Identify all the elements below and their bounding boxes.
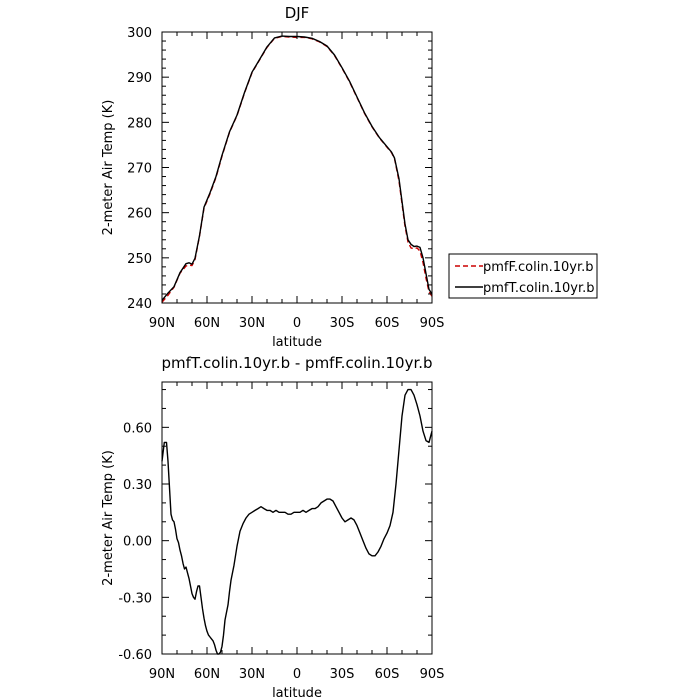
x-tick-label: 60N: [194, 667, 220, 682]
legend-label: pmfT.colin.10yr.b: [483, 281, 595, 296]
y-tick-label: 290: [127, 71, 152, 86]
y-tick-label: 0.30: [123, 478, 152, 493]
y-tick-label: 240: [127, 297, 152, 312]
y-tick-label: 270: [127, 162, 152, 177]
y-axis-label: 2-meter Air Temp (K): [101, 100, 116, 236]
x-tick-label: 0: [293, 667, 301, 682]
y-tick-label: 250: [127, 252, 152, 267]
legend-label: pmfF.colin.10yr.b: [483, 260, 593, 275]
x-axis-label: latitude: [272, 686, 322, 700]
x-tick-label: 0: [293, 316, 301, 331]
x-tick-label: 90N: [149, 667, 175, 682]
series-line-pmfT-colin-10yr-b: [161, 35, 433, 301]
x-tick-label: 90N: [149, 316, 175, 331]
series-line-2: [161, 388, 433, 655]
x-tick-label: 60S: [375, 316, 400, 331]
x-axis-label: latitude: [272, 335, 322, 350]
x-tick-label: 90S: [420, 316, 445, 331]
legend-box: [448, 253, 598, 299]
y-tick-label: 260: [127, 207, 152, 222]
y-tick-label: -0.60: [118, 648, 152, 663]
series-line-pmfF-colin-10yr-b: [161, 35, 433, 303]
x-tick-label: 30N: [239, 316, 265, 331]
y-tick-label: 0.60: [123, 421, 152, 436]
y-tick-label: 0.00: [123, 535, 152, 550]
x-tick-label: 30S: [330, 667, 355, 682]
x-tick-label: 60S: [375, 667, 400, 682]
chart-title: pmfT.colin.10yr.b - pmfF.colin.10yr.b: [161, 354, 432, 372]
y-tick-label: 300: [127, 26, 152, 41]
chart-title: DJF: [285, 4, 310, 22]
y-tick-label: 280: [127, 116, 152, 131]
x-tick-label: 30S: [330, 316, 355, 331]
y-axis-label: 2-meter Air Temp (K): [101, 450, 116, 586]
x-tick-label: 60N: [194, 316, 220, 331]
plot-frame: [161, 31, 433, 304]
x-tick-label: 90S: [420, 667, 445, 682]
y-tick-label: -0.30: [118, 591, 152, 606]
x-tick-label: 30N: [239, 667, 265, 682]
